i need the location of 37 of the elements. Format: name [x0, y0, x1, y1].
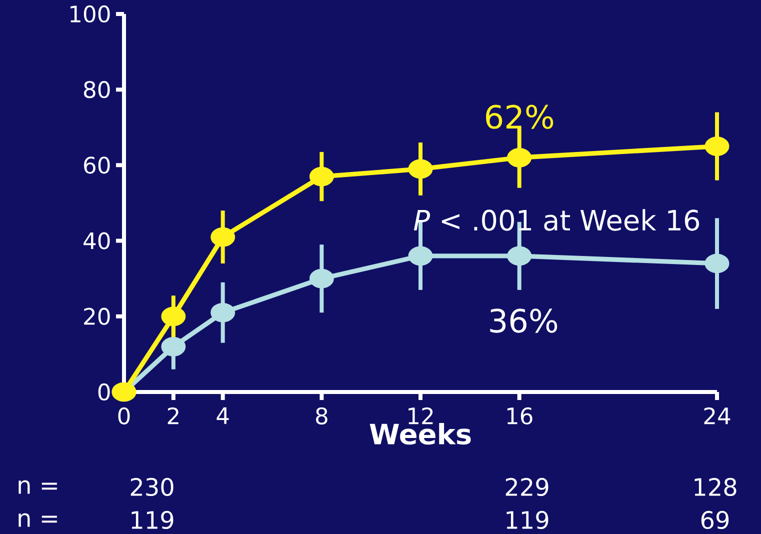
point: [161, 336, 186, 356]
text: n =: [18, 513, 57, 527]
annotation: P < .001 at Week 16: [414, 209, 700, 231]
text: 119: [132, 510, 174, 530]
y-tick-label: 20: [84, 308, 110, 325]
point: [408, 246, 433, 266]
point: [507, 246, 532, 266]
x-tick-label: 16: [507, 407, 532, 424]
point: [309, 166, 334, 186]
y-tick-label: 100: [70, 5, 110, 23]
point: [210, 302, 236, 322]
x-tick-label: 24: [704, 407, 730, 424]
y-tick-label: 80: [84, 81, 110, 98]
point: [408, 159, 433, 179]
annotation: 36%: [490, 308, 558, 333]
text: 69: [701, 510, 729, 530]
x-tick-label: 4: [216, 407, 229, 424]
y-tick-label: 0: [98, 383, 110, 401]
y-tick-label: 60: [84, 156, 110, 174]
text: 119: [506, 510, 548, 530]
annotation: 62%: [486, 104, 554, 129]
x-tick-label: 12: [408, 407, 433, 424]
x-tick-label: 0: [118, 407, 130, 424]
point: [309, 268, 334, 288]
x-axis-title: Weeks: [370, 423, 471, 445]
text: 229: [506, 478, 548, 496]
point: [210, 227, 236, 247]
text: 230: [130, 478, 174, 496]
x-tick-label: 8: [316, 407, 328, 424]
x-tick-label: 2: [168, 407, 178, 424]
text: 128: [694, 478, 736, 496]
point: [161, 306, 186, 326]
point: [507, 148, 532, 168]
point: [704, 254, 730, 274]
text: n =: [18, 480, 57, 494]
point: [704, 136, 730, 156]
y-tick-label: 40: [84, 232, 110, 250]
